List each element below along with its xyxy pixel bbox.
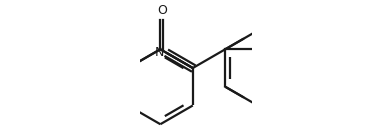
Text: N: N [155, 46, 165, 59]
Text: O: O [157, 4, 167, 17]
